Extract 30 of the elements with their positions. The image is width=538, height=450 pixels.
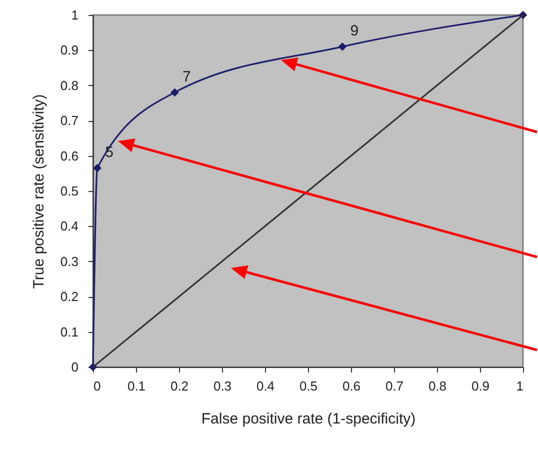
- y-tick-label: 0.6: [60, 148, 78, 164]
- y-tick-label: 0.2: [60, 289, 78, 304]
- point: [93, 164, 102, 172]
- x-tick-label: 0.9: [471, 378, 490, 394]
- point: [338, 42, 347, 51]
- y-axis-title: True positive rate (sensitivity): [30, 94, 48, 289]
- x-tick-label: 0.3: [213, 378, 232, 394]
- y-tick-label: 0: [71, 360, 78, 374]
- x-tick-label: 0.4: [256, 378, 275, 394]
- x-tick-label: 1: [516, 378, 524, 394]
- y-tick-label: 0.3: [60, 254, 78, 269]
- y-tick-label: 0.4: [60, 218, 78, 234]
- x-tick-label: 0.5: [299, 378, 318, 394]
- x-tick-label: 0.2: [170, 378, 189, 394]
- x-tick-label: 0: [94, 378, 101, 394]
- x-axis-title: False positive rate (1-specificity): [201, 410, 416, 428]
- x-tick-label: 0.6: [342, 378, 361, 394]
- x-tick-label: 0.8: [428, 378, 447, 394]
- annotation: 7: [182, 68, 191, 86]
- annotation: 5: [105, 144, 114, 162]
- y-tick-label: 0.8: [60, 78, 78, 93]
- point: [170, 88, 179, 97]
- x-tick-label: 0.7: [385, 378, 404, 394]
- y-tick-label: 0.1: [60, 324, 78, 340]
- annotation: 9: [350, 22, 359, 40]
- x-tick-label: 0.1: [127, 378, 146, 394]
- y-tick-label: 0.9: [60, 42, 78, 58]
- y-tick-label: 1: [71, 8, 78, 22]
- y-tick-label: 0.7: [60, 113, 78, 128]
- y-tick-label: 0.5: [60, 184, 78, 198]
